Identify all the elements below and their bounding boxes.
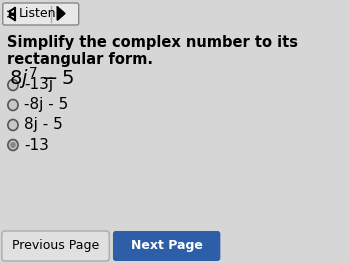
Circle shape xyxy=(8,99,18,110)
Text: -13: -13 xyxy=(24,138,49,153)
Text: Listen: Listen xyxy=(18,7,56,20)
Text: -13j: -13j xyxy=(24,78,53,93)
Circle shape xyxy=(8,119,18,130)
Text: Previous Page: Previous Page xyxy=(12,240,99,252)
Polygon shape xyxy=(57,7,65,20)
Text: $8j^{7} - 5$: $8j^{7} - 5$ xyxy=(9,65,75,91)
Circle shape xyxy=(8,139,18,150)
Text: -8j - 5: -8j - 5 xyxy=(24,98,68,113)
Text: Simplify the complex number to its rectangular form.: Simplify the complex number to its recta… xyxy=(7,35,299,67)
Circle shape xyxy=(10,142,16,148)
Text: Next Page: Next Page xyxy=(131,240,203,252)
FancyBboxPatch shape xyxy=(113,231,220,261)
FancyBboxPatch shape xyxy=(2,231,109,261)
Circle shape xyxy=(8,79,18,90)
Text: ◄: ◄ xyxy=(8,8,16,18)
Text: 8j - 5: 8j - 5 xyxy=(24,118,63,133)
FancyBboxPatch shape xyxy=(3,3,79,25)
